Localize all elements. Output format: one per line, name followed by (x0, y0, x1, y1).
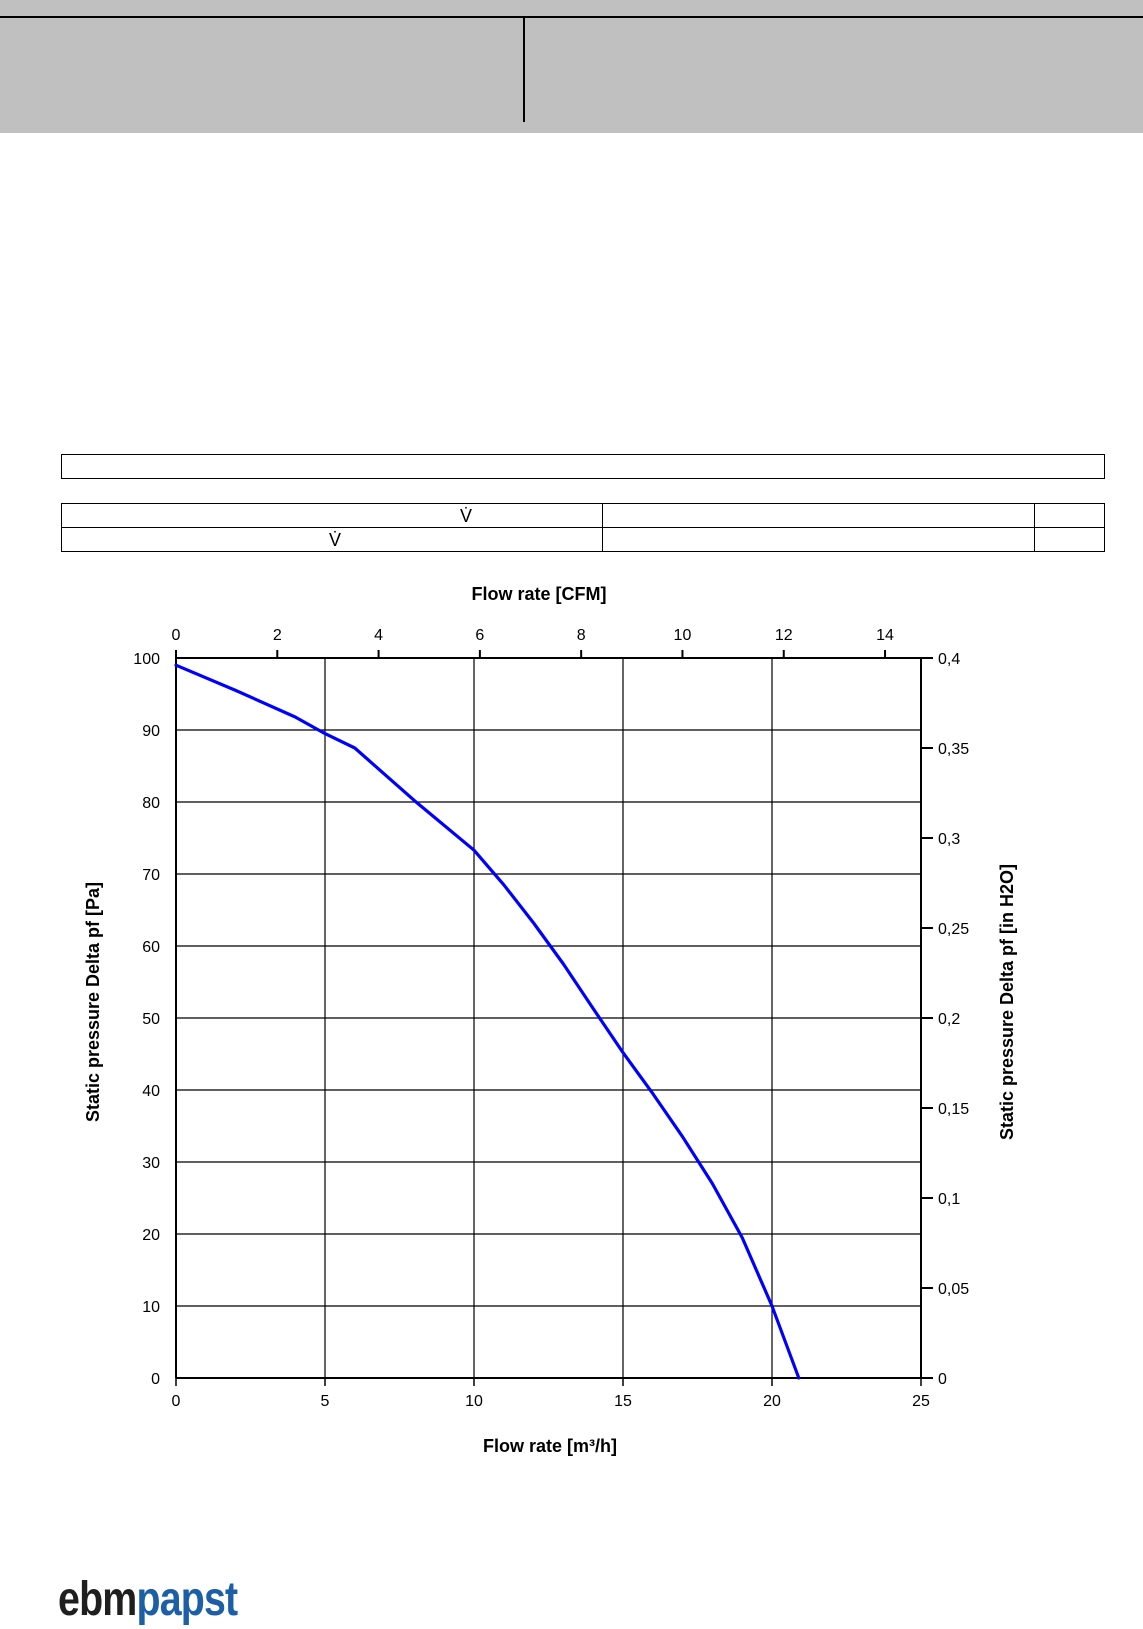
y2-tick-label: 0,1 (938, 1191, 960, 1208)
grid-layer (175, 657, 922, 1379)
y2-tick-label: 0,2 (938, 1011, 960, 1028)
series-layer (174, 663, 801, 1380)
y-tick-label: 60 (142, 939, 160, 956)
x-tick-label: 20 (763, 1393, 781, 1410)
y2-tick-label: 0,05 (938, 1281, 969, 1298)
header-top-line (0, 16, 1143, 18)
info-bar (61, 454, 1105, 479)
y-tick-label: 100 (133, 651, 160, 668)
header-divider (523, 18, 525, 122)
x-axis-title: Flow rate [m³/h] (483, 1436, 617, 1456)
y-tick-label: 50 (142, 1011, 160, 1028)
pressure-curve (174, 663, 801, 1380)
x-tick-label: 15 (614, 1393, 632, 1410)
ebmpapst-logo: ebmpapst (58, 1573, 238, 1626)
flow-table-col-divider-1 (602, 504, 603, 551)
x2-tick-label: 14 (876, 627, 894, 644)
y2-tick-label: 0,15 (938, 1101, 969, 1118)
y-tick-label: 80 (142, 795, 160, 812)
y2-axis-title: Static pressure Delta pf [in H2O] (997, 864, 1017, 1140)
pressure-flow-chart: 0 10 20 30 40 50 60 70 80 90 100 0 5 10 15 20 25 0 2 4 6 8 10 1… (83, 584, 1017, 1456)
x2-tick-label: 8 (577, 627, 586, 644)
flow-table-col-divider-2 (1034, 504, 1035, 551)
y-tick-label: 40 (142, 1083, 160, 1100)
axes-layer (175, 650, 933, 1386)
x-tick-label: 10 (465, 1393, 483, 1410)
header-band (0, 0, 1143, 133)
y-tick-label: 0 (151, 1371, 160, 1388)
flow-table-row-divider (62, 527, 1104, 528)
x2-tick-label: 0 (172, 627, 181, 644)
y-tick-label: 70 (142, 867, 160, 884)
flow-table: V̇ V̇ (61, 503, 1105, 552)
x-tick-label: 5 (321, 1393, 330, 1410)
y2-tick-label: 0,25 (938, 921, 969, 938)
flow-symbol-row2: V̇ (329, 530, 342, 550)
flow-symbol-row1: V̇ (460, 506, 473, 526)
y2-tick-label: 0,4 (938, 651, 960, 668)
y-tick-label: 20 (142, 1227, 160, 1244)
y-tick-label: 90 (142, 723, 160, 740)
y2-tick-label: 0,3 (938, 831, 960, 848)
x2-axis-title: Flow rate [CFM] (472, 584, 607, 604)
x-tick-label: 0 (172, 1393, 181, 1410)
x2-tick-label: 4 (374, 627, 383, 644)
x2-tick-label: 6 (475, 627, 484, 644)
x2-tick-label: 12 (775, 627, 793, 644)
y-axis-title: Static pressure Delta pf [Pa] (83, 882, 103, 1122)
y-tick-label: 10 (142, 1299, 160, 1316)
x-tick-label: 25 (912, 1393, 930, 1410)
x2-tick-label: 10 (674, 627, 692, 644)
y2-tick-label: 0 (938, 1371, 947, 1388)
y2-tick-label: 0,35 (938, 741, 969, 758)
labels-layer: 0 10 20 30 40 50 60 70 80 90 100 0 5 10 15 20 25 0 2 4 6 8 10 1… (133, 627, 969, 1410)
x2-tick-label: 2 (273, 627, 282, 644)
y-tick-label: 30 (142, 1155, 160, 1172)
